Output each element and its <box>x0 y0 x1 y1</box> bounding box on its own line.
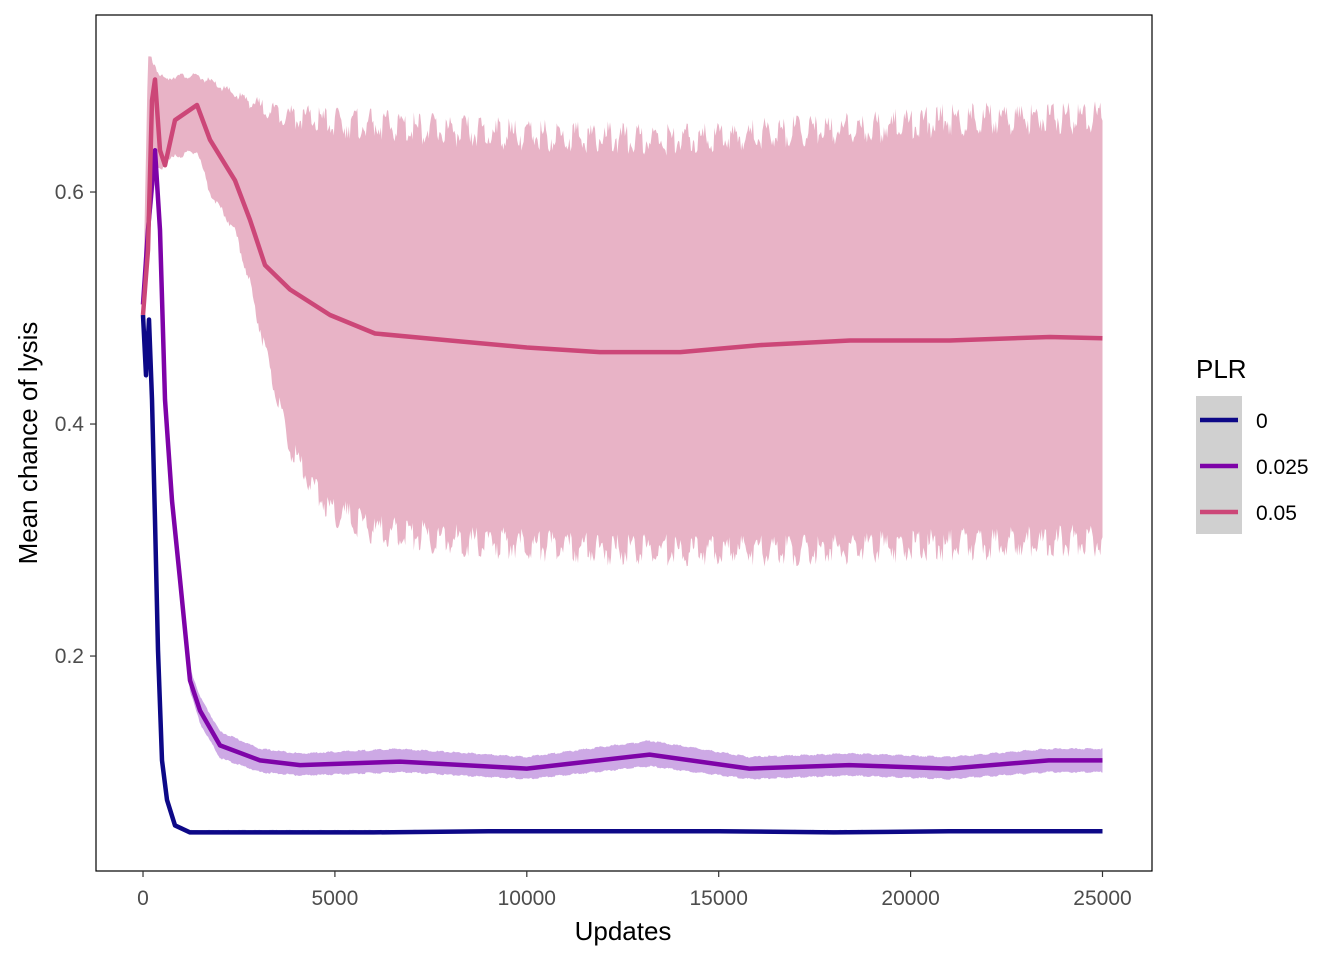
axes: 0 5000 10000 15000 20000 25000 0.2 0.4 0.6 <box>55 181 1132 910</box>
x-axis-title: Updates <box>575 916 672 946</box>
legend-label: 0.025 <box>1256 456 1309 479</box>
series-0-05-ribbon <box>143 56 1103 567</box>
legend: PLR 0 0.025 0.05 <box>1196 354 1309 534</box>
legend-label: 0.05 <box>1256 502 1297 525</box>
legend-label: 0 <box>1256 410 1268 433</box>
x-tick-label: 25000 <box>1073 887 1131 910</box>
x-tick-label: 15000 <box>689 887 747 910</box>
y-tick-label: 0.4 <box>55 413 85 436</box>
y-tick-label: 0.2 <box>55 645 84 668</box>
x-tick-label: 5000 <box>312 887 359 910</box>
series-0-025-line <box>140 148 1103 771</box>
x-tick-label: 20000 <box>881 887 939 910</box>
series-0-line <box>140 314 1103 835</box>
y-axis-title: Mean chance of lysis <box>13 322 43 565</box>
series-0-05-line <box>140 77 1103 355</box>
x-tick-label: 0 <box>137 887 149 910</box>
legend-title: PLR <box>1196 354 1247 384</box>
y-tick-label: 0.6 <box>55 181 84 204</box>
panel-border <box>95 14 1153 872</box>
plot-area <box>140 56 1103 835</box>
x-tick-label: 10000 <box>498 887 556 910</box>
